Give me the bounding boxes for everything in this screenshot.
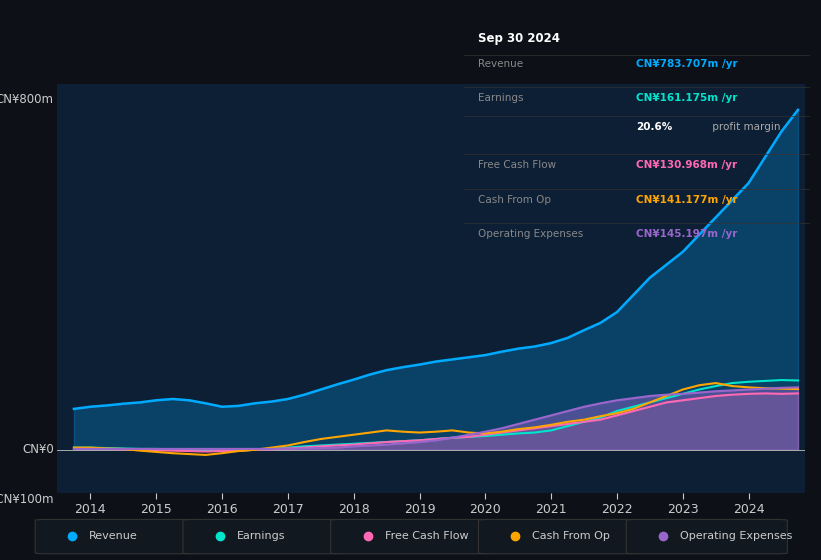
- FancyBboxPatch shape: [183, 520, 344, 554]
- Text: Sep 30 2024: Sep 30 2024: [478, 31, 560, 45]
- Text: CN¥145.197m /yr: CN¥145.197m /yr: [636, 229, 737, 239]
- Text: Operating Expenses: Operating Expenses: [681, 531, 792, 541]
- Text: CN¥130.968m /yr: CN¥130.968m /yr: [636, 161, 737, 170]
- FancyBboxPatch shape: [35, 520, 196, 554]
- Text: -CN¥100m: -CN¥100m: [0, 493, 53, 506]
- Text: CN¥783.707m /yr: CN¥783.707m /yr: [636, 59, 738, 69]
- Text: Revenue: Revenue: [478, 59, 523, 69]
- Text: CN¥161.175m /yr: CN¥161.175m /yr: [636, 93, 737, 103]
- Text: Earnings: Earnings: [478, 93, 523, 103]
- Text: CN¥0: CN¥0: [22, 444, 53, 456]
- FancyBboxPatch shape: [331, 520, 492, 554]
- Text: Cash From Op: Cash From Op: [478, 195, 551, 206]
- Text: profit margin: profit margin: [709, 122, 780, 132]
- FancyBboxPatch shape: [626, 520, 787, 554]
- FancyBboxPatch shape: [479, 520, 640, 554]
- Text: Cash From Op: Cash From Op: [533, 531, 610, 541]
- Text: CN¥141.177m /yr: CN¥141.177m /yr: [636, 195, 738, 206]
- Text: CN¥800m: CN¥800m: [0, 92, 53, 105]
- Text: Earnings: Earnings: [237, 531, 286, 541]
- Text: Free Cash Flow: Free Cash Flow: [478, 161, 556, 170]
- Text: Free Cash Flow: Free Cash Flow: [384, 531, 468, 541]
- Text: Operating Expenses: Operating Expenses: [478, 229, 583, 239]
- Text: 20.6%: 20.6%: [636, 122, 672, 132]
- Text: Revenue: Revenue: [89, 531, 138, 541]
